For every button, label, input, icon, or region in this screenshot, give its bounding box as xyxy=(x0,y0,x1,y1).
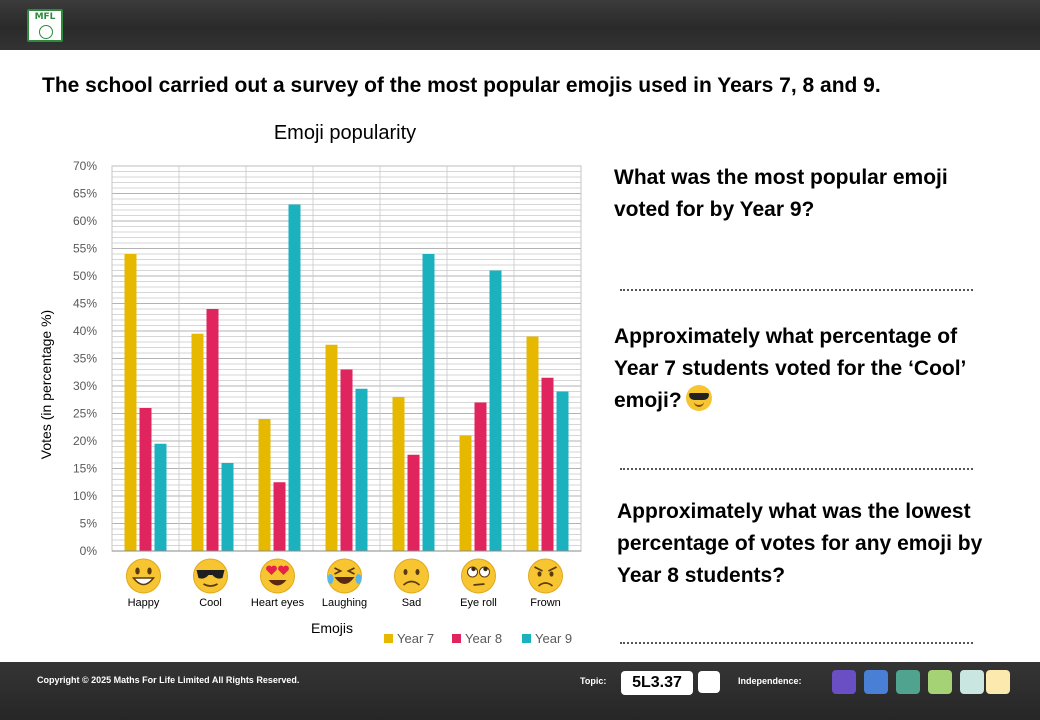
x-category-label: Heart eyes xyxy=(251,597,305,609)
sunglasses-face-icon xyxy=(193,558,228,594)
y-tick-label: 55% xyxy=(73,242,97,256)
independence-level-1[interactable] xyxy=(832,670,856,694)
bar-year-9 xyxy=(556,391,569,551)
bar-year-7 xyxy=(325,344,338,551)
y-tick-label: 30% xyxy=(73,379,97,393)
bar-year-8 xyxy=(139,408,152,551)
independence-label: Independence: xyxy=(738,676,802,686)
independence-level-3[interactable] xyxy=(896,670,920,694)
bar-year-9 xyxy=(422,254,435,551)
frown-face-icon xyxy=(528,558,563,594)
legend-label: Year 8 xyxy=(465,631,502,646)
answer-line-2[interactable] xyxy=(620,468,973,470)
question-1: What was the most popular emoji voted fo… xyxy=(614,166,948,221)
bar-year-8 xyxy=(273,482,286,551)
legend-swatch xyxy=(384,634,393,643)
bar-year-8 xyxy=(474,402,487,551)
x-axis-label: Emojis xyxy=(311,620,353,636)
y-axis-label: Votes (in percentage %) xyxy=(38,310,54,459)
bar-year-8 xyxy=(407,454,420,551)
bar-year-7 xyxy=(526,336,539,551)
bar-year-9 xyxy=(288,204,301,551)
y-tick-label: 15% xyxy=(73,462,97,476)
legend-swatch xyxy=(452,634,461,643)
bar-year-9 xyxy=(221,463,234,551)
bar-year-9 xyxy=(489,270,502,551)
independence-level-6[interactable] xyxy=(986,670,1010,694)
bar-year-9 xyxy=(154,443,167,551)
x-category-label: Laughing xyxy=(322,597,367,609)
y-tick-label: 5% xyxy=(80,517,98,531)
grinning-face-icon xyxy=(126,558,161,594)
sad-face-icon xyxy=(394,558,429,594)
bar-year-8 xyxy=(206,309,219,551)
y-tick-label: 35% xyxy=(73,352,97,366)
bar-year-7 xyxy=(392,397,405,551)
independence-level-5[interactable] xyxy=(960,670,984,694)
top-banner xyxy=(0,0,1040,50)
x-category-label: Eye roll xyxy=(460,597,497,609)
y-tick-label: 50% xyxy=(73,269,97,283)
laughing-face-icon xyxy=(327,558,362,594)
independence-level-2[interactable] xyxy=(864,670,888,694)
x-category-label: Happy xyxy=(128,597,160,609)
copyright-text: Copyright © 2025 Maths For Life Limited … xyxy=(37,675,300,685)
question-3: Approximately what was the lowest percen… xyxy=(617,500,983,587)
y-tick-label: 60% xyxy=(73,214,97,228)
bar-chart: 0% 5% 10% 15% 20% 25% 30% 35% 40% 45% 50% 55% 60% 65%… xyxy=(38,159,582,646)
legend-label: Year 7 xyxy=(397,631,434,646)
bar-year-8 xyxy=(340,369,353,551)
topic-label: Topic: xyxy=(580,676,607,686)
y-tick-label: 10% xyxy=(73,489,97,503)
legend-swatch xyxy=(522,634,531,643)
page-title: The school carried out a survey of the m… xyxy=(42,74,881,97)
x-category-label: Cool xyxy=(199,597,222,609)
y-tick-label: 0% xyxy=(80,544,98,558)
chart-title: Emoji popularity xyxy=(273,122,417,144)
y-tick-label: 25% xyxy=(73,407,97,421)
y-tick-label: 70% xyxy=(73,159,97,173)
y-tick-label: 65% xyxy=(73,187,97,201)
y-tick-label: 45% xyxy=(73,297,97,311)
bar-year-8 xyxy=(541,377,554,551)
answer-line-1[interactable] xyxy=(620,289,973,291)
bar-year-7 xyxy=(124,254,137,551)
sunglasses-emoji-icon xyxy=(685,385,712,411)
legend-label: Year 9 xyxy=(535,631,572,646)
bar-year-7 xyxy=(459,435,472,551)
question-2: Approximately what percentage of Year 7 … xyxy=(614,325,966,412)
bar-year-7 xyxy=(191,333,204,551)
answer-line-3[interactable] xyxy=(620,642,973,644)
independence-level-4[interactable] xyxy=(928,670,952,694)
x-category-label: Sad xyxy=(402,597,422,609)
x-category-label: Frown xyxy=(530,597,561,609)
eye-roll-face-icon xyxy=(461,558,496,594)
bar-year-9 xyxy=(355,388,368,551)
heart-eyes-face-icon xyxy=(260,558,295,594)
y-tick-label: 40% xyxy=(73,324,97,338)
topic-code: 5L3.37 xyxy=(621,671,693,695)
bar-year-7 xyxy=(258,419,271,551)
topic-checkbox[interactable] xyxy=(698,671,720,693)
y-tick-label: 20% xyxy=(73,434,97,448)
mfl-logo: MFL xyxy=(27,9,63,42)
